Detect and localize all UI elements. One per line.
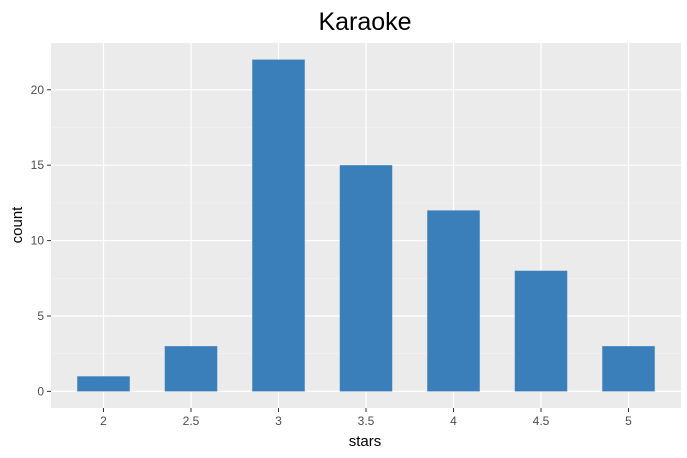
bar xyxy=(252,59,305,392)
bar xyxy=(164,346,218,392)
x-tick-label: 4.5 xyxy=(533,414,550,428)
bar xyxy=(339,165,393,392)
x-tick-label: 5 xyxy=(625,414,632,428)
x-axis-title: stars xyxy=(349,433,382,450)
x-tick-label: 4 xyxy=(450,414,457,428)
bar xyxy=(77,376,130,392)
x-tick-label: 3.5 xyxy=(358,414,375,428)
y-axis-title: count xyxy=(9,206,26,244)
bars xyxy=(77,59,655,392)
y-tick-label: 5 xyxy=(37,309,44,323)
y-tick-label: 15 xyxy=(31,158,45,172)
x-tick-label: 2.5 xyxy=(183,414,200,428)
chart-title: Karaoke xyxy=(318,8,411,36)
y-tick-label: 0 xyxy=(37,384,44,398)
x-axis: 2 2.5 3 3.5 4 4.5 5 xyxy=(100,408,632,428)
bar xyxy=(514,270,568,392)
y-tick-label: 10 xyxy=(31,234,45,248)
bar xyxy=(602,346,655,392)
y-axis: 0 5 10 15 20 xyxy=(31,83,51,398)
y-tick-label: 20 xyxy=(31,83,45,97)
x-tick-label: 3 xyxy=(275,414,282,428)
bar xyxy=(427,210,480,392)
x-tick-label: 2 xyxy=(100,414,107,428)
